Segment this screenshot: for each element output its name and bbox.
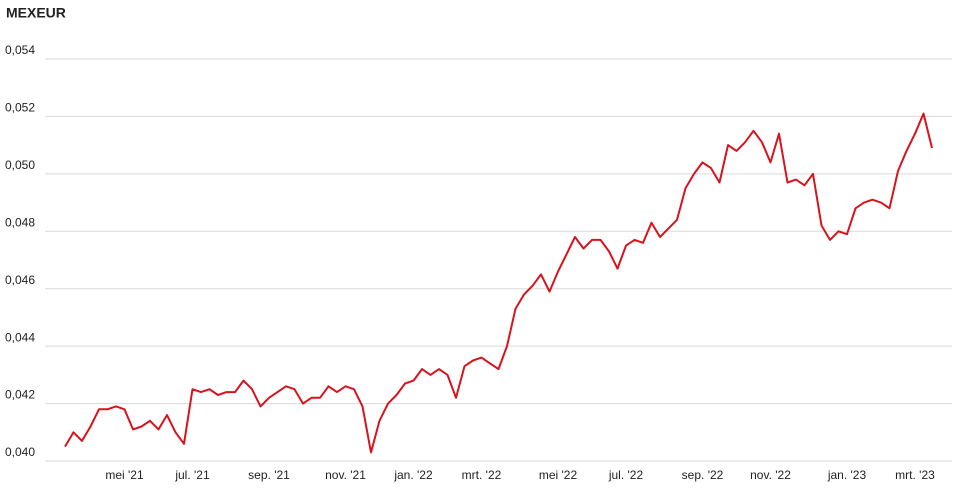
x-tick-label: sep. '22 [682, 468, 724, 482]
x-tick-label: jul. '21 [174, 468, 210, 482]
y-tick-label: 0,046 [5, 273, 35, 287]
x-tick-label: jan. '22 [393, 468, 433, 482]
data-line [64, 112, 933, 454]
x-tick-label: mei '22 [539, 468, 578, 482]
x-tick-label: jan. '23 [827, 468, 867, 482]
y-tick-label: 0,040 [5, 445, 35, 459]
x-tick-label: mei '21 [105, 468, 144, 482]
y-tick-label: 0,052 [5, 101, 35, 115]
x-tick-label: mrt. '23 [895, 468, 935, 482]
x-tick-label: nov. '22 [750, 468, 791, 482]
y-tick-label: 0,048 [5, 215, 35, 229]
y-tick-label: 0,042 [5, 388, 35, 402]
x-tick-label: mrt. '22 [462, 468, 502, 482]
x-tick-label: nov. '21 [325, 468, 366, 482]
y-tick-label: 0,050 [5, 158, 35, 172]
chart-title: MEXEUR [6, 5, 66, 21]
y-tick-label: 0,054 [5, 43, 35, 57]
x-tick-label: sep. '21 [248, 468, 290, 482]
x-tick-label: jul. '22 [608, 468, 644, 482]
y-tick-label: 0,044 [5, 330, 35, 344]
